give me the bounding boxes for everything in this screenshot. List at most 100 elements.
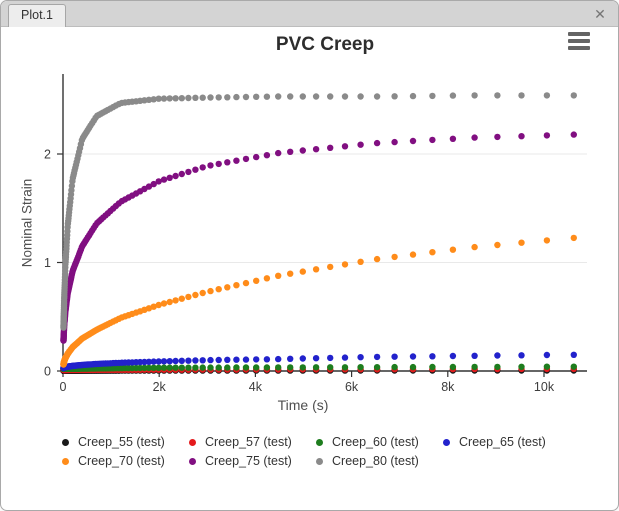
data-point [141,366,148,373]
data-point [68,362,76,370]
data-point [61,357,68,364]
data-point [60,359,68,366]
data-point [60,329,68,336]
data-point [73,362,80,369]
data-point [73,340,80,347]
data-point [145,96,153,104]
data-point [60,367,67,374]
data-point [129,192,136,199]
data-point [62,367,70,374]
data-point [429,249,436,256]
data-point [60,360,67,367]
data-point [67,366,75,374]
data-point [253,153,260,161]
data-point [100,214,107,221]
hamburger-menu-icon[interactable] [567,30,592,52]
data-point [215,367,222,374]
data-point [61,364,68,371]
data-point [62,256,69,263]
data-point [63,352,70,359]
data-point [65,212,73,219]
data-point [77,365,85,372]
data-point [86,124,93,131]
data-point [121,366,129,373]
data-point [570,367,577,374]
data-point [61,357,68,365]
data-point [160,366,168,373]
data-point [77,367,85,374]
data-point [65,363,72,370]
data-point [74,339,81,346]
data-point [64,290,71,298]
data-point [60,324,68,332]
data-point [60,332,67,340]
data-point [70,362,78,369]
data-point [60,365,68,372]
data-point [104,365,112,372]
data-point [224,364,231,371]
data-point [69,362,76,370]
hamburger-bar [568,46,590,50]
data-point [66,366,73,374]
data-point [63,367,70,374]
x-tick-label: 2k [153,380,167,394]
close-icon[interactable]: ✕ [594,6,606,22]
data-point [68,362,75,370]
data-point [391,363,398,371]
data-point [86,367,93,374]
data-point [312,367,320,374]
data-point [60,366,68,374]
data-point [72,261,79,268]
data-point [79,334,87,342]
data-point [64,367,71,374]
data-point [61,356,68,364]
data-point [471,352,478,359]
legend-item[interactable]: Creep_55 (test) [58,433,185,451]
data-point [63,366,71,374]
data-point [62,366,69,374]
data-point [215,94,222,101]
data-point [61,364,69,371]
data-point [67,363,74,370]
legend-item[interactable]: Creep_70 (test) [58,452,185,470]
data-point [215,366,222,373]
legend-item[interactable]: Creep_80 (test) [312,452,439,470]
data-point [115,359,123,367]
data-point [62,302,70,309]
data-point [391,138,398,146]
legend-item[interactable]: Creep_75 (test) [185,452,312,470]
data-point [80,366,88,374]
data-point [287,93,294,100]
data-point [60,322,67,329]
data-point [341,364,349,371]
data-point [66,206,73,213]
data-point [63,363,71,370]
data-point [67,347,74,354]
data-point [63,296,71,303]
data-point [79,361,87,369]
data-point [172,364,179,371]
legend-item[interactable]: Creep_60 (test) [312,433,439,451]
data-point [60,308,68,315]
data-point [253,277,260,284]
legend-item[interactable]: Creep_65 (test) [439,433,566,451]
data-point [68,366,75,374]
data-point [67,275,75,282]
data-point [63,363,70,371]
data-point [62,367,69,374]
data-point [68,345,75,352]
data-point [78,365,86,372]
data-point [64,292,71,300]
data-point [449,363,457,371]
data-point [121,364,129,372]
data-point [60,337,67,344]
data-point [61,367,68,374]
data-point [341,143,349,150]
data-point [98,367,105,374]
data-point [94,366,101,373]
data-point [60,360,67,367]
tab-plot-1[interactable]: Plot.1 [8,4,66,27]
legend-item[interactable]: Creep_57 (test) [185,433,312,451]
data-point [357,93,364,100]
